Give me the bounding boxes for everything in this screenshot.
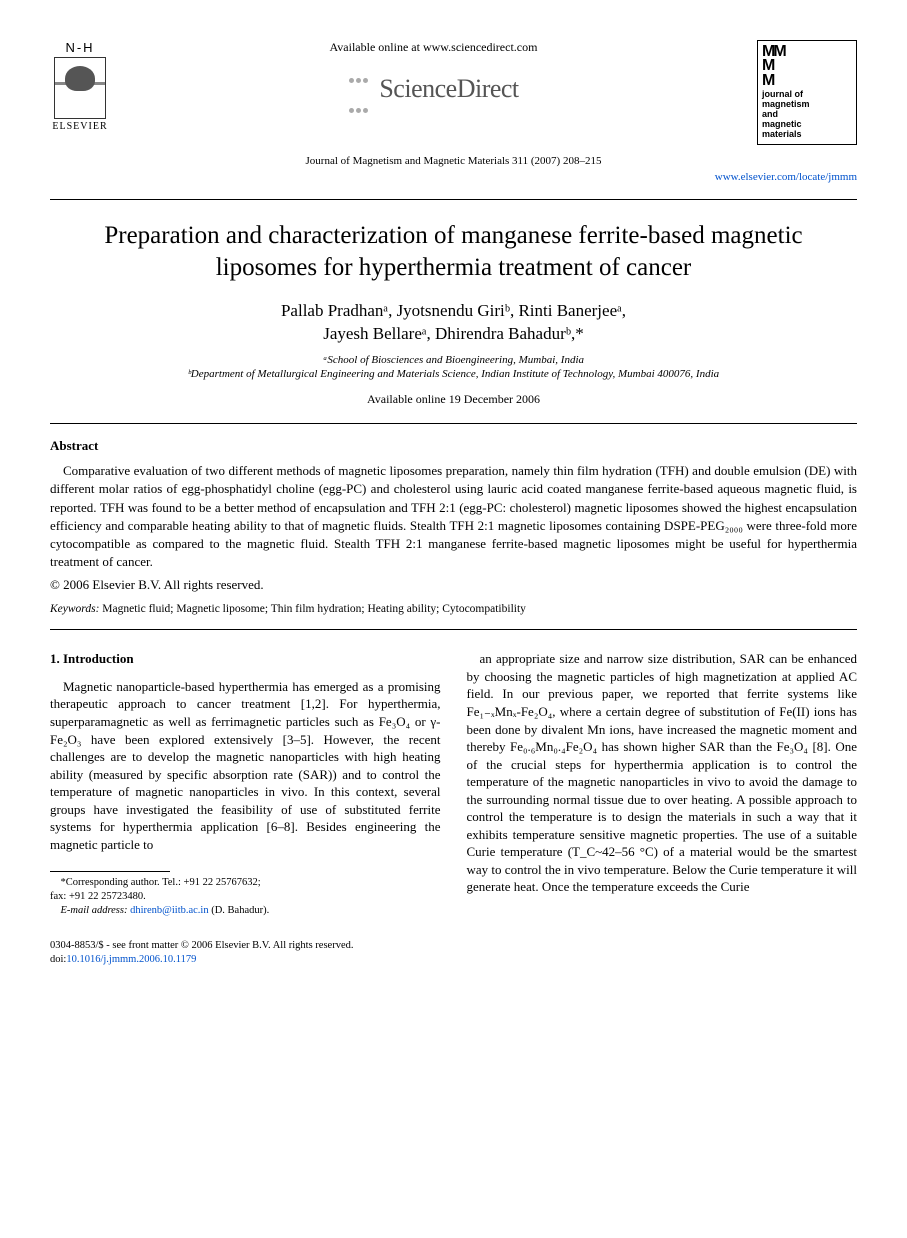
elsevier-label: ELSEVIER [50,121,110,132]
footnote-email-person: (D. Bahadur). [209,905,270,916]
divider-after-meta [50,423,857,424]
doi-value[interactable]: 10.1016/j.jmmm.2006.10.1179 [66,954,196,965]
page-footer: 0304-8853/$ - see front matter © 2006 El… [50,939,857,966]
available-online-text: Available online at www.sciencedirect.co… [110,40,757,55]
two-column-body: 1. Introduction Magnetic nanoparticle-ba… [50,650,857,917]
sd-dots-icon [348,61,369,121]
abstract-copyright: © 2006 Elsevier B.V. All rights reserved… [50,577,857,593]
column-right: an appropriate size and narrow size dist… [467,650,858,917]
sciencedirect-text: ScienceDirect [379,74,518,103]
journal-reference: Journal of Magnetism and Magnetic Materi… [50,155,857,167]
elsevier-tree-icon [54,57,106,119]
article-title: Preparation and characterization of mang… [80,220,827,285]
footnote-separator [50,871,170,872]
intro-paragraph-left: Magnetic nanoparticle-based hyperthermia… [50,678,441,853]
elsevier-logo: N-H ELSEVIER [50,40,110,132]
footer-doi-line: doi:10.1016/j.jmmm.2006.10.1179 [50,953,857,967]
footnote-email-label: E-mail address: [61,905,131,916]
footnote-email[interactable]: dhirenb@iitb.ac.in [130,905,208,916]
footnote-tel: *Corresponding author. Tel.: +91 22 2576… [50,876,441,890]
affiliation-a: ᵃSchool of Biosciences and Bioengineerin… [50,354,857,366]
divider-after-keywords [50,629,857,630]
center-header: Available online at www.sciencedirect.co… [110,40,757,121]
divider-top [50,199,857,200]
section-1-heading: 1. Introduction [50,650,441,668]
available-date: Available online 19 December 2006 [50,392,857,407]
abstract-heading: Abstract [50,438,857,454]
header-row: N-H ELSEVIER Available online at www.sci… [50,40,857,145]
column-left: 1. Introduction Magnetic nanoparticle-ba… [50,650,441,917]
corresponding-author-footnote: *Corresponding author. Tel.: +91 22 2576… [50,876,441,917]
authors: Pallab Pradhanᵃ, Jyotsnendu Giriᵇ, Rinti… [50,299,857,347]
doi-label: doi: [50,954,66,965]
footnote-email-line: E-mail address: dhirenb@iitb.ac.in (D. B… [50,904,441,918]
keywords: Keywords: Magnetic fluid; Magnetic lipos… [50,603,857,615]
nh-label: N-H [50,40,110,55]
journal-logo: MMMM journal of magnetism and magnetic m… [757,40,857,145]
journal-link[interactable]: www.elsevier.com/locate/jmmm [50,171,857,183]
journal-logo-line-4: materials [762,130,852,140]
mmm-icon: MMMM [762,45,852,88]
abstract-body: Comparative evaluation of two different … [50,462,857,571]
authors-line-1: Pallab Pradhanᵃ, Jyotsnendu Giriᵇ, Rinti… [281,301,626,320]
authors-line-2: Jayesh Bellareᵃ, Dhirendra Bahadurᵇ,* [323,324,584,343]
footnote-fax: fax: +91 22 25723480. [50,890,441,904]
footer-copyright: 0304-8853/$ - see front matter © 2006 El… [50,939,857,953]
sciencedirect-logo: ScienceDirect [110,61,757,121]
keywords-text: Magnetic fluid; Magnetic liposome; Thin … [99,603,526,615]
affiliation-b: ᵇDepartment of Metallurgical Engineering… [50,368,857,380]
keywords-label: Keywords: [50,603,99,615]
intro-paragraph-right: an appropriate size and narrow size dist… [467,650,858,896]
